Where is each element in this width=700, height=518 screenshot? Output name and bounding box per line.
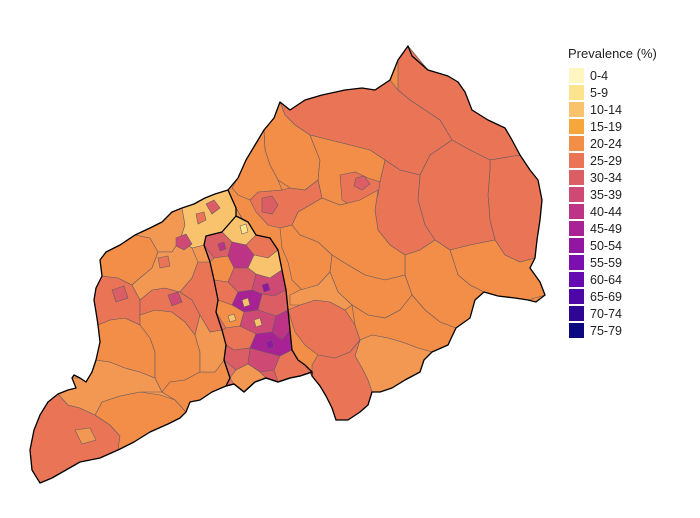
area — [167, 291, 183, 307]
legend-swatch — [568, 118, 585, 135]
legend-label: 40-44 — [590, 204, 622, 219]
area — [157, 255, 171, 269]
legend-swatch — [568, 254, 585, 271]
legend-label: 45-49 — [590, 221, 622, 236]
legend-swatch — [568, 169, 585, 186]
area — [217, 241, 227, 252]
legend-item: 15-19 — [568, 118, 657, 135]
legend-item: 55-59 — [568, 254, 657, 271]
legend-item: 0-4 — [568, 67, 657, 84]
legend-item: 50-54 — [568, 237, 657, 254]
legend-swatch — [568, 203, 585, 220]
western-subareas — [29, 189, 237, 484]
legend-item: 30-34 — [568, 169, 657, 186]
district-boundaries — [29, 45, 546, 484]
legend-swatch — [568, 322, 585, 339]
legend-label: 50-54 — [590, 238, 622, 253]
legend-item: 60-64 — [568, 271, 657, 288]
area — [353, 175, 371, 191]
area — [261, 282, 271, 293]
legend-swatch — [568, 84, 585, 101]
legend-swatch — [568, 152, 585, 169]
legend-label: 0-4 — [590, 68, 609, 83]
legend-label: 60-64 — [590, 272, 622, 287]
legend-label: 20-24 — [590, 136, 622, 151]
legend-swatch — [568, 288, 585, 305]
legend-item: 65-69 — [568, 288, 657, 305]
area — [74, 427, 97, 445]
area — [289, 271, 353, 311]
legend-label: 10-14 — [590, 102, 622, 117]
area — [253, 317, 263, 328]
legend-swatch — [568, 237, 585, 254]
area — [227, 313, 237, 323]
area — [175, 233, 193, 251]
legend-swatch — [568, 271, 585, 288]
eastern-subareas — [231, 45, 546, 421]
legend-swatch — [568, 101, 585, 118]
legend-item: 20-24 — [568, 135, 657, 152]
legend-title: Prevalence (%) — [568, 46, 657, 61]
legend-item: 75-79 — [568, 322, 657, 339]
area — [205, 199, 221, 215]
area — [249, 179, 323, 229]
legend-rows: 0-4 5-9 10-14 15-19 20-24 25-29 30-34 35-39 40-4… — [568, 67, 657, 339]
area — [239, 223, 249, 235]
legend-swatch — [568, 67, 585, 84]
legend-swatch — [568, 305, 585, 322]
legend-item: 10-14 — [568, 101, 657, 118]
legend-label: 55-59 — [590, 255, 622, 270]
area — [111, 285, 129, 303]
legend-item: 45-49 — [568, 220, 657, 237]
legend-label: 15-19 — [590, 119, 622, 134]
legend-label: 35-39 — [590, 187, 622, 202]
legend-label: 75-79 — [590, 323, 622, 338]
legend-label: 5-9 — [590, 85, 609, 100]
district-divider-west-east — [227, 189, 237, 216]
legend-label: 25-29 — [590, 153, 622, 168]
area — [241, 297, 251, 308]
central-subareas — [203, 215, 313, 393]
legend: Prevalence (%) 0-4 5-9 10-14 15-19 20-24 25-2… — [568, 46, 657, 339]
legend-item: 25-29 — [568, 152, 657, 169]
legend-swatch — [568, 220, 585, 237]
legend-label: 30-34 — [590, 170, 622, 185]
legend-label: 65-69 — [590, 289, 622, 304]
legend-item: 70-74 — [568, 305, 657, 322]
central-district-boundary — [203, 215, 313, 393]
area — [261, 195, 279, 215]
area — [265, 339, 275, 350]
legend-item: 5-9 — [568, 84, 657, 101]
legend-item: 40-44 — [568, 203, 657, 220]
area — [195, 211, 207, 225]
outer-boundary — [29, 45, 546, 484]
legend-swatch — [568, 135, 585, 152]
legend-swatch — [568, 186, 585, 203]
legend-label: 70-74 — [590, 306, 622, 321]
legend-item: 35-39 — [568, 186, 657, 203]
